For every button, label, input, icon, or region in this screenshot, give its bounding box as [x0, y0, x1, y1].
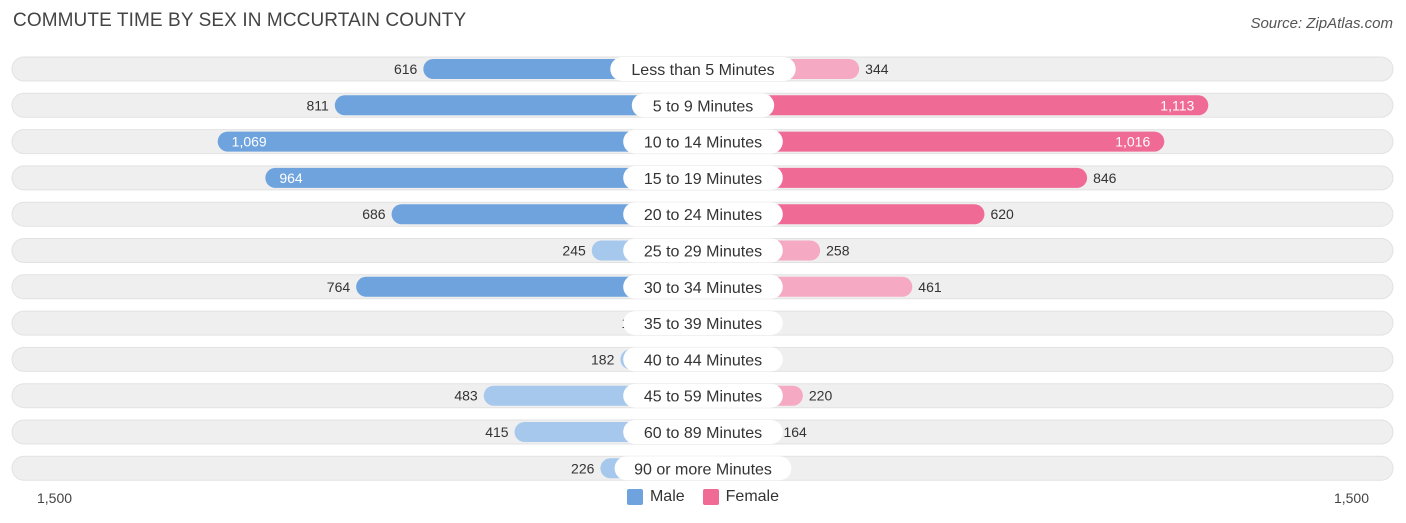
category-pill	[623, 311, 783, 336]
category-label: 40 to 44 Minutes	[644, 352, 762, 369]
category-label: Less than 5 Minutes	[631, 62, 774, 79]
value-label-male: 1,069	[232, 134, 267, 150]
chart-title: COMMUTE TIME BY SEX IN MCCURTAIN COUNTY	[13, 10, 467, 31]
legend-item-female[interactable]: Female	[702, 488, 780, 506]
value-label-male: 226	[571, 460, 595, 476]
bar-male[interactable]	[356, 276, 703, 297]
category-label: 60 to 89 Minutes	[644, 425, 762, 442]
axis-left-label: 1,500	[37, 490, 73, 506]
bar-male[interactable]	[217, 131, 703, 152]
category-label: 45 to 59 Minutes	[644, 389, 762, 406]
value-label-female: 620	[990, 206, 1014, 222]
legend-swatch-male	[626, 489, 643, 505]
value-label-male: 616	[394, 61, 418, 77]
source-label: Source: ZipAtlas.com	[1250, 15, 1393, 32]
legend-label-female: Female	[725, 488, 780, 505]
category-pill	[623, 420, 783, 444]
value-label-female: 846	[1093, 170, 1117, 186]
category-pill	[623, 238, 783, 263]
category-pill	[610, 57, 796, 81]
bar-male[interactable]	[265, 167, 703, 188]
value-label-male: 415	[485, 424, 509, 440]
legend: Male Female	[0, 488, 1406, 506]
bar-female[interactable]	[703, 167, 1088, 188]
value-label-female: 461	[918, 279, 942, 295]
value-label-male: 483	[454, 388, 478, 404]
category-label: 15 to 19 Minutes	[644, 171, 762, 188]
category-pill	[623, 129, 783, 154]
category-label: 25 to 29 Minutes	[644, 244, 762, 261]
value-label-female: 258	[826, 243, 850, 259]
category-pill	[614, 456, 792, 481]
category-label: 90 or more Minutes	[634, 461, 772, 478]
category-pill	[623, 383, 783, 408]
value-label-male: 764	[327, 279, 351, 295]
category-label: 10 to 14 Minutes	[644, 135, 762, 152]
value-label-female: 1,113	[1160, 97, 1194, 113]
value-label-male: 245	[562, 243, 586, 259]
legend-label-male: Male	[649, 488, 685, 505]
value-label-female: 344	[865, 61, 889, 77]
category-pill	[623, 347, 783, 372]
value-label-female: 1,016	[1115, 134, 1150, 150]
category-pill	[623, 202, 783, 227]
bar-male[interactable]	[334, 95, 703, 116]
bar-female[interactable]	[703, 95, 1209, 116]
value-label-female: 220	[809, 388, 833, 404]
category-label: 30 to 34 Minutes	[644, 280, 762, 297]
value-label-male: 686	[362, 206, 386, 222]
value-label-female: 164	[783, 424, 807, 440]
legend-item-male[interactable]: Male	[626, 488, 685, 506]
axis-right-label: 1,500	[1333, 490, 1369, 506]
value-label-male: 964	[279, 170, 303, 186]
category-label: 20 to 24 Minutes	[644, 207, 762, 224]
category-pill	[623, 274, 783, 299]
category-label: 5 to 9 Minutes	[653, 98, 754, 115]
category-pill	[631, 93, 775, 118]
category-label: 35 to 39 Minutes	[644, 316, 762, 333]
legend-swatch-female	[702, 489, 719, 505]
value-label-male: 811	[306, 97, 329, 113]
value-label-male: 182	[591, 351, 615, 367]
category-pill	[623, 165, 783, 190]
chart: 616 344 Less than 5 Minutes 811 1,113 5 to 9 …	[11, 56, 1394, 481]
bar-female[interactable]	[703, 131, 1165, 152]
